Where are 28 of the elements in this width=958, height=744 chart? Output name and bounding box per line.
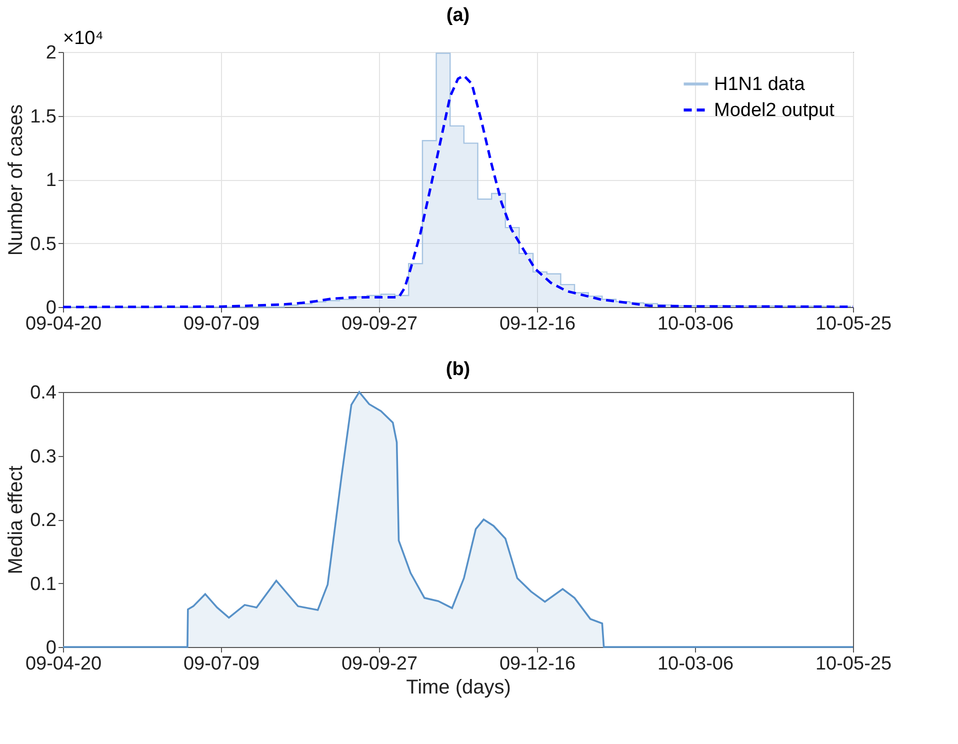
x-tick-label: 10-05-25 bbox=[815, 654, 892, 674]
chart-title: (b) bbox=[446, 359, 470, 380]
y-tick-label: 0.2 bbox=[30, 510, 56, 531]
legend-label: H1N1 data bbox=[714, 74, 806, 95]
y-axis-title: Number of cases bbox=[5, 104, 28, 256]
x-tick-label: 09-07-09 bbox=[183, 314, 260, 334]
chart-title: (a) bbox=[446, 5, 470, 26]
x-tick-label: 09-12-16 bbox=[499, 654, 576, 674]
x-tick-label: 09-04-20 bbox=[25, 314, 102, 334]
y-tick-label: 1.5 bbox=[30, 106, 56, 128]
x-tick-label: 10-03-06 bbox=[657, 314, 734, 334]
x-tick-label: 09-04-20 bbox=[25, 654, 102, 674]
y-tick-label: 0.5 bbox=[30, 234, 56, 255]
x-tick-label: 09-09-27 bbox=[341, 654, 418, 674]
y-tick-label: 0.4 bbox=[30, 382, 57, 404]
x-tick-label: 09-12-16 bbox=[499, 314, 576, 334]
y-tick-label: 2 bbox=[46, 42, 56, 64]
y-tick-label: 1 bbox=[46, 170, 56, 191]
x-tick-label: 09-07-09 bbox=[183, 654, 260, 674]
x-tick-label: 10-05-25 bbox=[815, 314, 892, 334]
y-axis-title: Media effect bbox=[5, 465, 28, 574]
legend-label: Model2 output bbox=[714, 100, 836, 121]
y-tick-label: 0.3 bbox=[30, 446, 56, 468]
y-tick-label: 0.1 bbox=[30, 574, 56, 595]
x-axis-title: Time (days) bbox=[406, 676, 511, 698]
text: ×10⁴ bbox=[63, 28, 104, 49]
x-tick-label: 09-09-27 bbox=[341, 314, 418, 334]
x-tick-label: 10-03-06 bbox=[657, 654, 734, 674]
